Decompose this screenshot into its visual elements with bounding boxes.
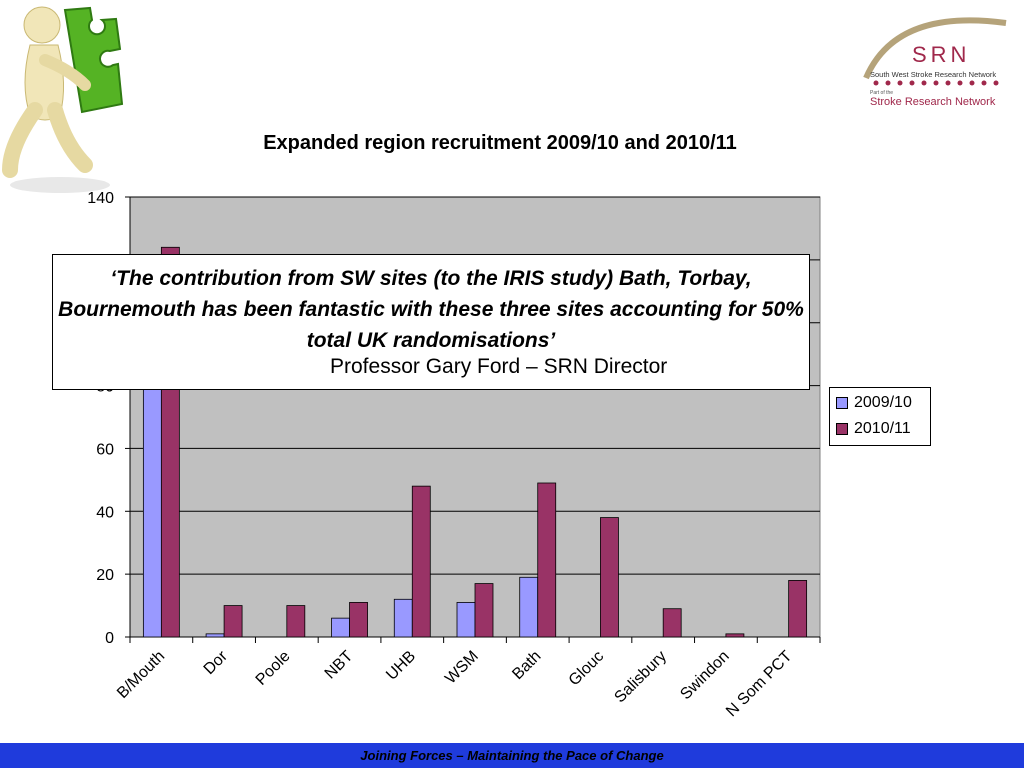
legend-label: 2010/11: [854, 420, 911, 437]
x-tick-label: NBT: [322, 648, 357, 683]
legend-label: 2009/10: [854, 394, 912, 411]
x-tick-label: Swindon: [677, 648, 732, 703]
y-tick-label: 40: [96, 504, 114, 521]
bar-2010-11-uhb: [411, 485, 431, 638]
bar-2010-11-poole: [286, 605, 306, 638]
bar-2010-11-dor: [223, 605, 243, 638]
bar-2010-11-n-som-pct: [788, 580, 808, 638]
y-tick-label: 20: [96, 567, 114, 584]
bar-2009-10-uhb: [393, 598, 413, 638]
quote-text: ‘The contribution from SW sites (to the …: [58, 267, 804, 352]
x-tick-label: Dor: [201, 647, 232, 678]
logo-letters: SRN: [912, 42, 971, 67]
x-tick-label: Salisbury: [611, 648, 670, 707]
logo-subtitle: South West Stroke Research Network: [870, 70, 997, 79]
legend-swatch: [836, 397, 848, 409]
x-tick-label: Poole: [253, 648, 294, 689]
bar-2009-10-dor: [205, 633, 225, 638]
bar-2009-10-bath: [519, 576, 539, 638]
y-tick-label: 140: [87, 190, 114, 207]
y-tick-label: 0: [105, 630, 114, 647]
puzzle-figure-icon: [2, 6, 124, 193]
x-tick-label: Bath: [509, 648, 544, 683]
x-tick-label: UHB: [383, 648, 419, 684]
x-tick-label: WSM: [442, 648, 482, 688]
logo-arc-icon: [863, 17, 1007, 86]
bar-2009-10-nbt: [331, 617, 350, 638]
quote-attribution: Professor Gary Ford – SRN Director: [330, 355, 668, 378]
bar-2009-10-b-mouth: [142, 375, 162, 638]
logo-part-of: Part of the: [870, 90, 894, 96]
x-tick-label: Glouc: [566, 648, 608, 690]
logo-network: Stroke Research Network: [870, 96, 996, 108]
footer-bar: Joining Forces – Maintaining the Pace of…: [0, 743, 1024, 768]
bar-2010-11-bath: [537, 482, 557, 638]
bar-2009-10-wsm: [456, 602, 476, 638]
bar-2010-11-wsm: [474, 583, 494, 638]
bar-2010-11-glouc: [600, 517, 619, 638]
chart-title: Expanded region recruitment 2009/10 and …: [263, 132, 737, 154]
y-tick-label: 60: [96, 441, 114, 458]
bar-2010-11-nbt: [349, 602, 368, 638]
bar-2010-11-swindon: [725, 633, 745, 638]
quote-box: ‘The contribution from SW sites (to the …: [52, 254, 810, 390]
chart-legend: 2009/10 2010/11: [829, 387, 931, 446]
legend-item-2010-11: 2010/11: [830, 416, 930, 442]
legend-item-2009-10: 2009/10: [830, 390, 930, 416]
legend-swatch: [836, 423, 848, 435]
footer-text: Joining Forces – Maintaining the Pace of…: [360, 748, 664, 763]
bar-2010-11-salisbury: [662, 608, 682, 638]
x-tick-label: B/Mouth: [114, 648, 168, 702]
x-tick-label: N Som PCT: [723, 648, 796, 721]
